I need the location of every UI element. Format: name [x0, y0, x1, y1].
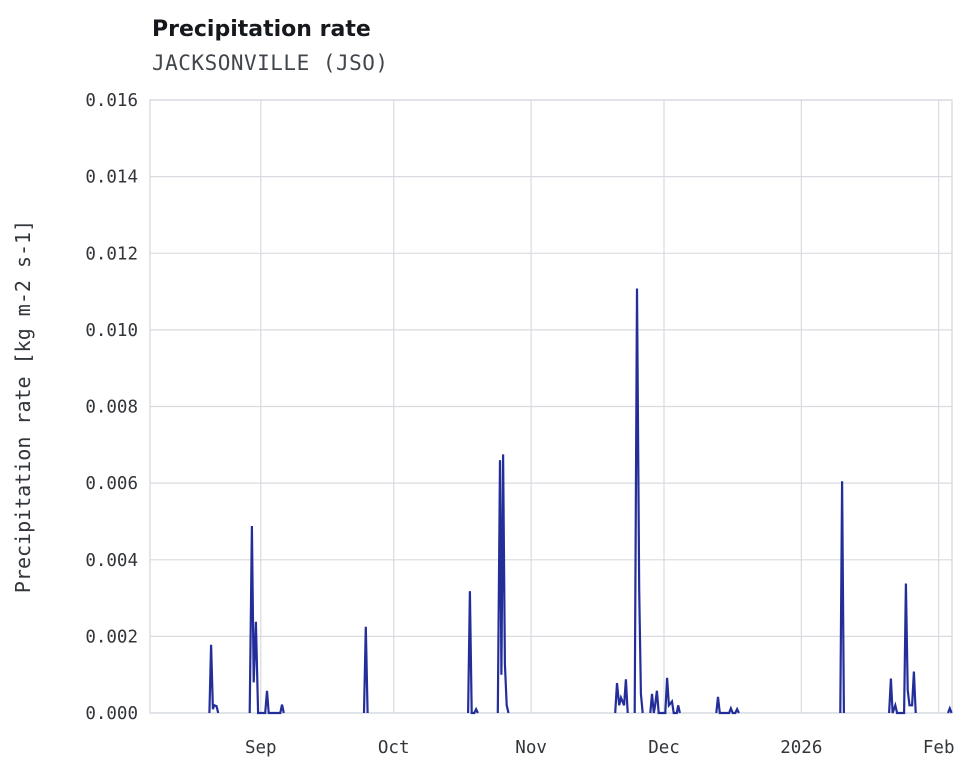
chart-subtitle: JACKSONVILLE (JSO) [152, 51, 389, 75]
precipitation-series [208, 644, 220, 714]
precipitation-series [633, 288, 644, 714]
precipitation-series [715, 696, 740, 715]
y-tick-label: 0.012 [85, 244, 138, 264]
y-tick-label: 0.016 [85, 91, 138, 111]
precipitation-series [839, 481, 845, 714]
precipitation-series [614, 679, 629, 714]
x-tick-label: Feb [923, 738, 955, 758]
y-tick-label: 0.014 [85, 168, 138, 188]
x-tick-label: Oct [378, 738, 410, 758]
precipitation-series [946, 705, 953, 714]
y-tick-label: 0.006 [85, 474, 138, 494]
y-axis-label: Precipitation rate [kg m-2 s-1] [11, 220, 35, 593]
precipitation-series [467, 591, 479, 715]
plot-border [149, 99, 953, 714]
y-tick-label: 0.002 [85, 627, 138, 647]
x-tick-label: 2026 [780, 738, 822, 758]
y-tick-label: 0.004 [85, 551, 138, 571]
precipitation-series [248, 525, 285, 715]
y-tick-label: 0.008 [85, 398, 138, 418]
y-tick-label: 0.000 [85, 704, 138, 724]
x-tick-label: Sep [245, 738, 277, 758]
x-tick-label: Dec [648, 738, 680, 758]
x-tick-label: Nov [515, 738, 547, 758]
precipitation-series [888, 583, 917, 715]
precipitation-series [362, 626, 369, 714]
chart-title: Precipitation rate [152, 17, 371, 42]
y-tick-label: 0.010 [85, 321, 138, 341]
precipitation-series [496, 454, 510, 714]
precipitation-series [649, 677, 681, 715]
